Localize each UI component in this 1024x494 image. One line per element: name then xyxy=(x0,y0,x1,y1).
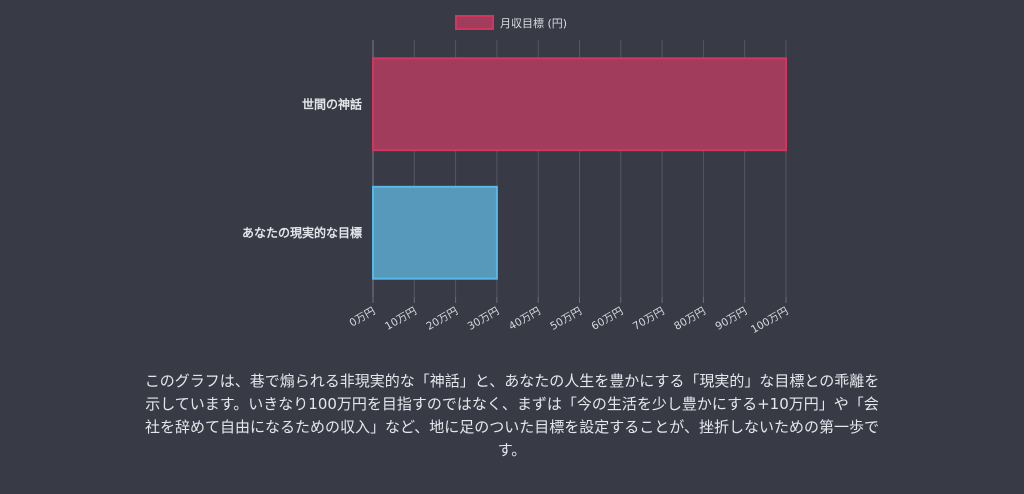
legend-swatch[interactable] xyxy=(455,15,494,30)
x-tick-label: 50万円 xyxy=(548,305,584,333)
x-tick-label: 0万円 xyxy=(348,305,378,329)
x-tick-label: 70万円 xyxy=(631,305,667,333)
bar[interactable] xyxy=(372,185,498,280)
bar[interactable] xyxy=(372,57,787,152)
x-tick-label: 10万円 xyxy=(383,305,419,333)
x-tick-label: 20万円 xyxy=(424,305,460,333)
x-tick-labels: 0万円 10万円 20万円 30万円 40万円 50万円 60万円 70万円 80万円 90万円 1… xyxy=(348,305,791,336)
category-label: 世間の神話 xyxy=(302,96,362,111)
legend-label[interactable]: 月収目標 (円) xyxy=(500,16,567,30)
chart-caption: このグラフは、巷で煽られる非現実的な「神話」と、あなたの人生を豊かにする「現実的… xyxy=(144,372,880,459)
category-label: あなたの現実的な目標 xyxy=(242,225,362,240)
x-tick-label: 80万円 xyxy=(672,305,708,333)
legend: 月収目標 (円) xyxy=(455,15,567,30)
x-tick-label: 30万円 xyxy=(466,305,502,333)
bars xyxy=(372,57,787,280)
x-tick-label: 40万円 xyxy=(507,305,543,333)
x-tick-label: 60万円 xyxy=(590,305,626,333)
x-tick-label: 100万円 xyxy=(749,305,791,336)
x-tick-label: 90万円 xyxy=(713,305,749,333)
